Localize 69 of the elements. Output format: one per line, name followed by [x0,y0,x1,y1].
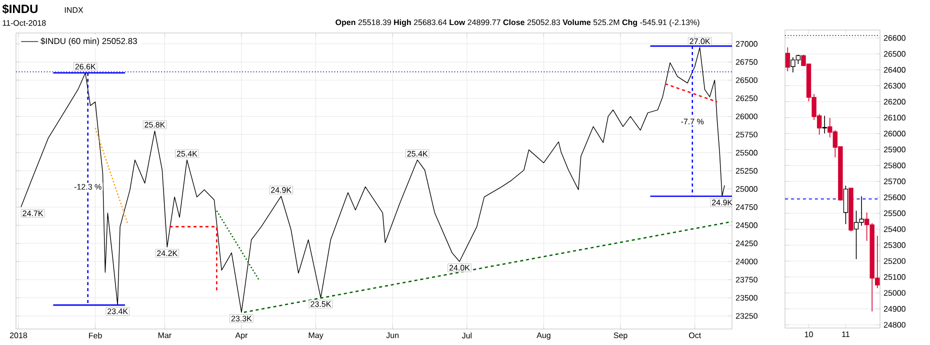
annotation: 23.4K [108,308,128,314]
text: INDX [64,7,84,13]
legend-label: $INDU (60 min) 25052.83 [40,38,137,46]
y-tick-label: 26750 [736,59,758,65]
x-tick-label: Oct [689,332,702,338]
annotation: -12.3 % [74,184,102,190]
candlestick [822,115,827,134]
y-tick-label: 25700 [884,178,906,184]
annotation: -7.7 % [681,118,704,124]
x-tick-label: 10 [804,332,813,338]
x-tick-label: Sep [614,332,628,340]
y-tick-label: 25500 [884,210,906,216]
y-tick-label: 26100 [884,114,906,120]
annotation: 23.3K [231,316,252,322]
annotation: 24.7K [22,210,44,216]
y-tick-label: 24750 [736,204,758,210]
y-tick-label: 25000 [884,290,906,296]
candlestick [843,185,848,224]
annotation: 25.4K [176,150,198,157]
x-tick-label: Jul [462,332,472,338]
y-tick-label: 26400 [884,67,906,73]
x-tick-label: Mar [158,332,172,338]
y-tick-label: 23750 [736,276,758,282]
x-tick-label: May [308,332,324,340]
annotation: 24.2K [157,250,178,256]
y-tick-label: 25000 [736,186,758,192]
y-tick-label: 26250 [736,95,758,102]
annotation: 26.6K [75,64,96,70]
y-tick-label: 23250 [736,313,758,319]
y-tick-label: 26500 [736,77,758,83]
y-tick-label: 26200 [884,98,906,105]
y-tick-label: 25500 [736,150,758,156]
y-tick-label: 25100 [884,274,906,280]
y-tick-label: 26000 [736,114,758,120]
y-tick-label: 26600 [884,35,906,41]
chart-subtitle: 11-Oct-2018 [2,20,46,26]
annotation: 24.9K [271,187,292,193]
y-tick-label: 24250 [736,240,758,246]
y-tick-label: 26300 [884,82,906,89]
y-tick-label: 25300 [884,242,906,248]
annotation: 24.0K [449,264,470,271]
y-tick-label: 26000 [884,130,906,136]
y-tick-label: 26500 [884,51,906,57]
y-tick-label: 25750 [736,132,758,138]
y-tick-label: 25250 [736,168,758,174]
y-tick-label: 24800 [884,322,906,328]
y-tick-label: 25900 [884,146,906,152]
y-tick-label: 25400 [884,226,906,232]
annotation: 24.9K [712,200,732,206]
x-tick-label: Feb [89,332,102,338]
annotation: 25.4K [407,150,428,157]
text: Open 25518.39 High 25683.64 Low 24899.77 Close 25052.83 Volume 525.2M Chg -545.91 (-2.13%) [336,19,700,27]
annotation: 25.8K [144,122,166,128]
y-tick-label: 27000 [736,41,758,47]
y-tick-label: 24500 [736,222,758,228]
y-tick-label: 24900 [884,306,906,312]
chart-title: $INDU [2,4,38,14]
y-tick-label: 25600 [884,194,906,200]
y-tick-label: 25200 [884,258,906,264]
x-tick-label: Aug [536,332,550,340]
y-tick-label: 25800 [884,162,906,168]
annotation: 27.0K [690,38,710,44]
x-tick-label: Jun [386,332,399,338]
y-tick-label: 23500 [736,294,758,301]
x-tick-label: 2018 [10,332,28,338]
x-tick-label: 11 [842,332,850,338]
annotation: 23.5K [310,301,332,307]
x-tick-label: Apr [235,332,248,340]
y-tick-label: 24000 [736,258,758,264]
